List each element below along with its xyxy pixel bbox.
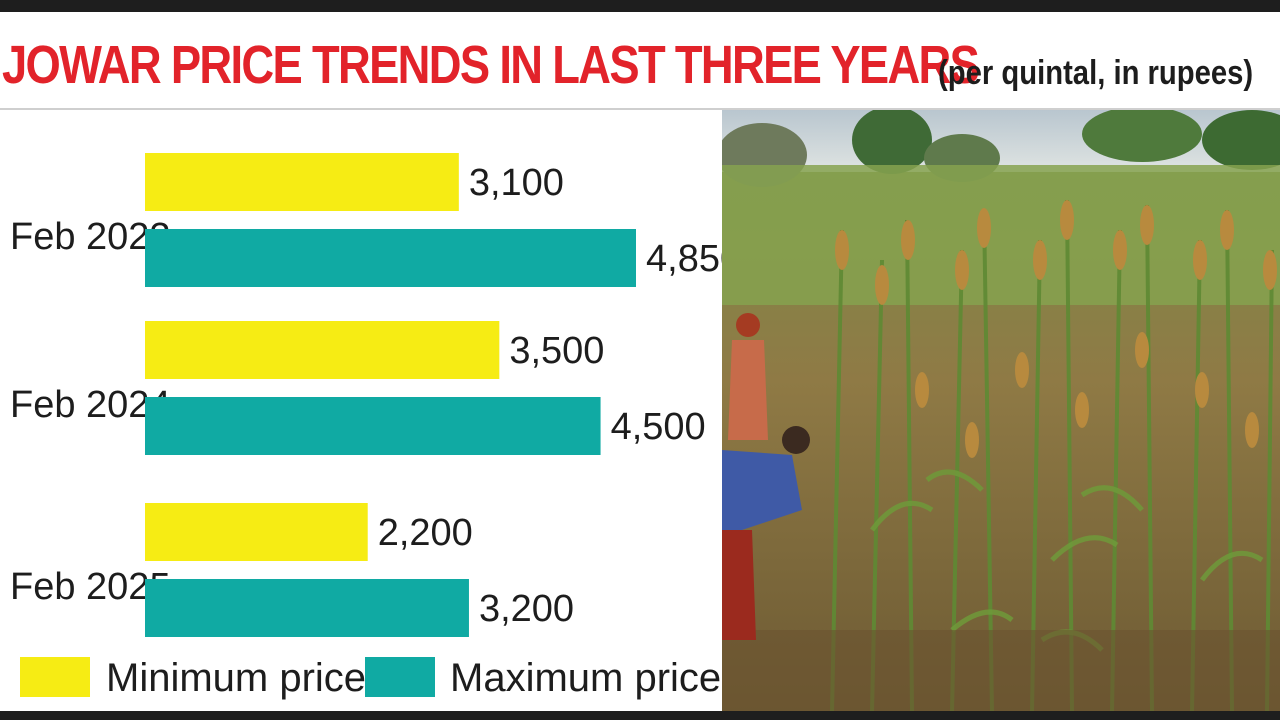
data-label: 4,500 xyxy=(611,406,706,448)
legend-label-min: Minimum price xyxy=(106,656,366,700)
min-price-bar xyxy=(145,321,500,379)
category-label: Feb 2025 xyxy=(10,566,171,608)
data-label: 2,200 xyxy=(378,512,473,554)
max-price-bar xyxy=(145,579,469,637)
data-label: 3,200 xyxy=(479,588,574,630)
farm-field-photo-icon xyxy=(722,110,1280,711)
bottom-rule xyxy=(0,711,1280,720)
top-rule xyxy=(0,0,1280,12)
category-label: Feb 2024 xyxy=(10,384,171,426)
min-price-bar xyxy=(145,503,368,561)
header: JOWAR PRICE TRENDS IN LAST THREE YEARS (… xyxy=(0,12,1280,110)
max-price-bar xyxy=(145,229,636,287)
legend-swatch-max xyxy=(365,657,435,697)
data-label: 3,500 xyxy=(509,330,604,372)
jowar-field-photo xyxy=(722,110,1280,711)
data-label: 4,850 xyxy=(646,238,722,280)
legend-swatch-min xyxy=(20,657,90,697)
min-price-bar xyxy=(145,153,459,211)
max-price-bar xyxy=(145,397,601,455)
legend-label-max: Maximum price xyxy=(450,656,721,700)
chart-title: JOWAR PRICE TRENDS IN LAST THREE YEARS xyxy=(2,35,980,95)
category-label: Feb 2023 xyxy=(10,216,171,258)
chart-subtitle: (per quintal, in rupees) xyxy=(938,54,1254,92)
data-label: 3,100 xyxy=(469,162,564,204)
